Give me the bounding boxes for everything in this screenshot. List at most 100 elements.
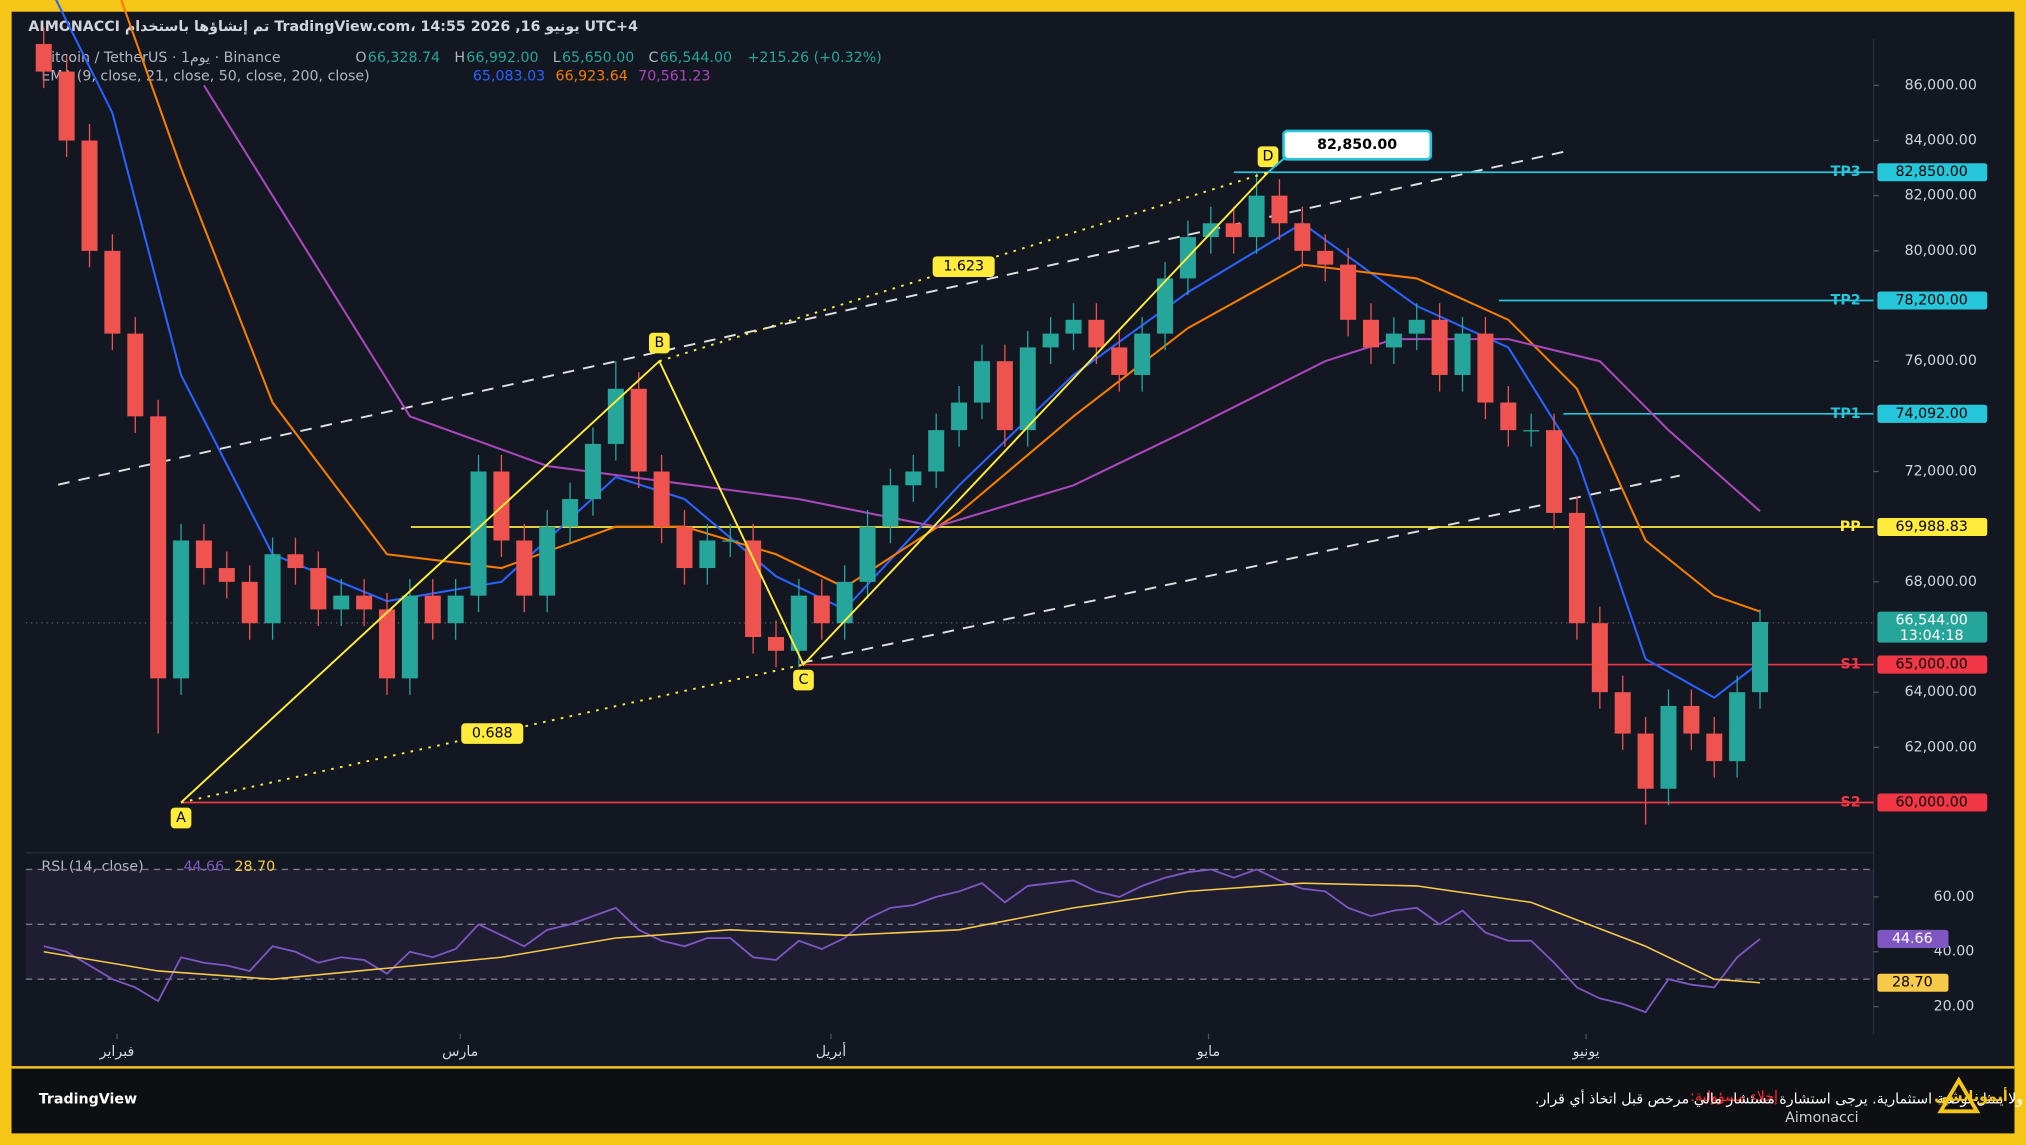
candle-body	[1225, 223, 1242, 238]
candle-body	[790, 595, 807, 651]
channel-lower	[800, 474, 1680, 664]
candle-body	[1660, 705, 1677, 789]
y-tick-label: 72,000.00	[1905, 464, 1977, 480]
point-label: D	[1263, 149, 1274, 165]
candle-body	[424, 595, 441, 624]
level-value: 74,092.00	[1896, 406, 1968, 422]
point-tag	[793, 669, 814, 691]
rsi-header-value: 44.66	[183, 859, 224, 875]
target-label: 82,850.00	[1317, 137, 1397, 153]
candle-body	[905, 471, 922, 486]
candle-body	[630, 388, 647, 472]
ohlc-value: 66,328.74	[368, 50, 440, 66]
ohlc-value: 66,992.00	[466, 50, 538, 66]
candle-body	[1477, 333, 1494, 403]
y-tick-label: 64,000.00	[1905, 684, 1977, 700]
disclaimer-title: إخلاء مسؤولية:	[1690, 1089, 1778, 1105]
candle-body	[1157, 278, 1174, 334]
logo-icon	[1937, 1076, 1981, 1114]
y-tick-label: 82,000.00	[1905, 188, 1977, 204]
ema-line	[203, 84, 1761, 528]
frame	[11, 11, 2015, 1134]
candle-body	[973, 361, 990, 403]
candle-body	[607, 388, 624, 444]
point-tag	[170, 807, 192, 829]
candle-body	[104, 250, 121, 334]
last-price: 66,544.00	[1896, 613, 1968, 629]
x-tick-label: فبراير	[99, 1044, 135, 1060]
ohlc-value: 65,650.00	[562, 50, 634, 66]
candle-body	[768, 637, 785, 651]
y-tick-label: 76,000.00	[1905, 353, 1977, 369]
candle-body	[859, 526, 876, 582]
candle-body	[699, 540, 716, 569]
candle-body	[58, 71, 75, 141]
ohlc-key: C	[649, 50, 659, 66]
candle-body	[150, 416, 167, 679]
level-tag	[1877, 163, 1988, 182]
candle-body	[264, 554, 281, 624]
y-tick-label: 62,000.00	[1905, 739, 1977, 755]
y-tick-label: 86,000.00	[1905, 77, 1977, 93]
candle-body	[195, 540, 212, 569]
rsi-tag	[1877, 929, 1949, 949]
x-tick-label: يونيو	[1572, 1044, 1600, 1060]
footer-bar	[11, 1067, 2015, 1134]
candle-body	[310, 568, 327, 610]
candle-body	[1111, 347, 1128, 375]
level-name: TP3	[1831, 164, 1861, 180]
candle-body	[1042, 333, 1059, 348]
level-value: 69,988.83	[1896, 519, 1968, 535]
candle-body	[653, 471, 670, 527]
candle-body	[356, 595, 373, 610]
ohlc-key: H	[454, 50, 465, 66]
brand: TradingView	[39, 1092, 137, 1108]
candle-body	[1408, 319, 1425, 334]
candle-body	[836, 581, 853, 624]
level-tag	[1877, 291, 1988, 310]
y-tick-label: 84,000.00	[1905, 133, 1977, 149]
ohlc-key: L	[553, 50, 561, 66]
rsi-title: RSI (14, close)	[41, 859, 143, 875]
candle-body	[882, 485, 899, 527]
channel-upper	[57, 150, 1567, 486]
candle-body	[333, 595, 350, 610]
ema-value: 66,923.64	[556, 68, 628, 84]
candle-body	[1065, 319, 1082, 334]
y-tick-label: 20.00	[1934, 999, 1975, 1015]
candle-body	[1202, 223, 1219, 238]
candle-body	[1591, 623, 1608, 693]
x-tick-label: مايو	[1196, 1044, 1220, 1060]
level-name: TP2	[1831, 293, 1861, 309]
y-tick-label: 80,000.00	[1905, 243, 1977, 259]
rsi-header-value: 28.70	[234, 859, 275, 875]
level-value: 65,000.00	[1896, 657, 1968, 673]
candle-body	[127, 333, 144, 417]
candle-body	[1500, 402, 1517, 431]
level-name: TP1	[1831, 406, 1861, 422]
candle-body	[401, 595, 418, 679]
level-name: PP	[1840, 519, 1861, 535]
level-tag	[1877, 517, 1988, 537]
candle-body	[1340, 264, 1357, 320]
point-label: A	[176, 810, 186, 826]
level-name: S2	[1840, 794, 1860, 810]
level-value: 82,850.00	[1896, 164, 1968, 180]
countdown: 13:04:18	[1900, 628, 1964, 644]
disclaimer: هذا المحتوى لأغراض تعليمية فقط ولا يمثل …	[1535, 1090, 2026, 1108]
candle-body	[745, 540, 762, 638]
logo-latin: Aimonacci	[1785, 1110, 1858, 1126]
caption: AIMONACCI تم إنشاؤها باستخدام TradingVie…	[28, 19, 638, 35]
point-tag	[648, 332, 670, 354]
last-price-tag	[1877, 611, 1988, 643]
candle-body	[35, 43, 52, 72]
point-tag	[1257, 146, 1279, 168]
candle-body	[996, 361, 1013, 431]
candle-body	[218, 568, 235, 582]
level-tag	[1877, 404, 1988, 423]
candle-body	[241, 581, 258, 624]
candle-body	[1546, 430, 1563, 513]
ratio-tag	[932, 256, 995, 278]
